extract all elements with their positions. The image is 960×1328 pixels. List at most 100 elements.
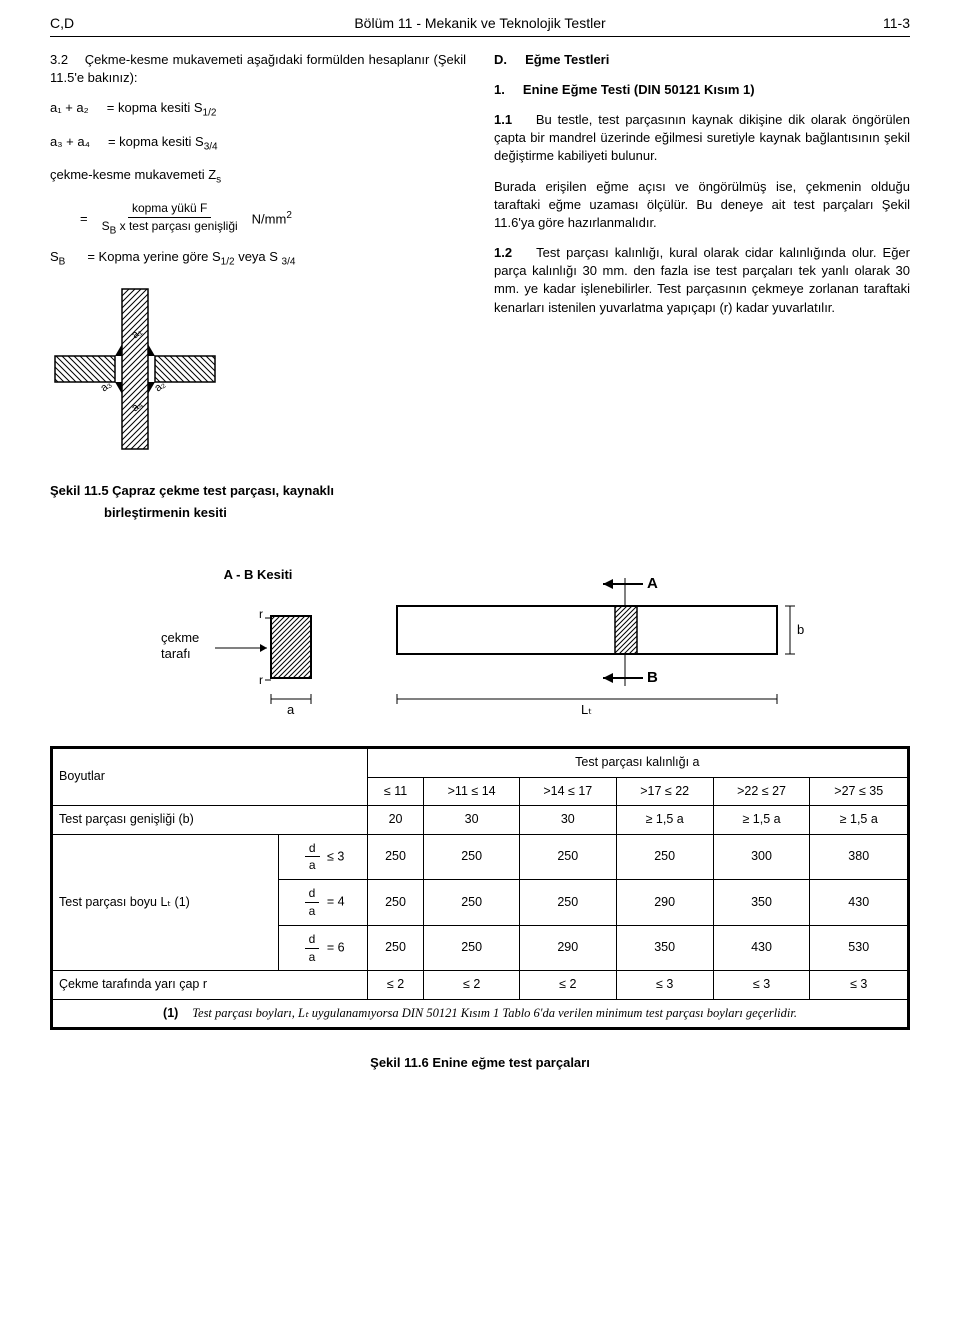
da4-3: 290 [616, 880, 713, 926]
da3-2: 250 [519, 834, 616, 880]
para-3-2-text: Çekme-kesme mukavemeti aşağıdaki formüld… [50, 52, 466, 85]
zs-text: çekme-kesme mukavemeti Z [50, 167, 216, 182]
da4-2: 250 [519, 880, 616, 926]
figure-11-6-area: A - B Kesiti r r çekme tarafı [50, 566, 910, 718]
da6-0: 250 [367, 925, 424, 971]
da6-1: 250 [424, 925, 519, 971]
y0: ≤ 2 [367, 971, 424, 1000]
para-1-2-num: 1.2 [494, 245, 512, 260]
page-header: C,D Bölüm 11 - Mekanik ve Teknolojik Tes… [50, 14, 910, 37]
da4-4: 350 [713, 880, 810, 926]
th-c0: ≤ 11 [367, 777, 424, 806]
frac-num: kopma yükü F [128, 200, 211, 218]
zs-sub: s [216, 175, 221, 186]
table-11-6: Boyutlar Test parçası kalınlığı a ≤ 11 >… [50, 746, 910, 1030]
svg-text:a: a [287, 702, 295, 717]
da3-0: 250 [367, 834, 424, 880]
svg-text:çekme: çekme [161, 630, 199, 645]
th-boyutlar: Boyutlar [52, 748, 368, 806]
th-c5: >27 ≤ 35 [810, 777, 909, 806]
specimen-block: A B b Lₜ [387, 566, 807, 716]
eqn-a1a2: a₁ + a₂ = kopma kesiti S1/2 [50, 99, 466, 121]
row-footnote: (1) Test parçası boyları, Lₜ uygulanamıy… [52, 999, 909, 1029]
footnote-cell: (1) Test parçası boyları, Lₜ uygulanamıy… [52, 999, 909, 1029]
da6-4: 430 [713, 925, 810, 971]
da4-1: 250 [424, 880, 519, 926]
da6-lbl: da = 6 [278, 925, 367, 971]
footnote-num: (1) [163, 1006, 178, 1020]
g2: 30 [519, 806, 616, 835]
svg-text:b: b [797, 622, 804, 637]
sb-definition: SB = Kopma yerine göre S1/2 veya S 3/4 [50, 248, 466, 270]
eqn-a1a2-lhs: a₁ + a₂ [50, 100, 89, 115]
y3: ≤ 3 [616, 971, 713, 1000]
g5: ≥ 1,5 a [810, 806, 909, 835]
th-c1: >11 ≤ 14 [424, 777, 519, 806]
kesiti-label: A - B Kesiti [153, 566, 363, 584]
sb-rhs: = Kopma yerine göre S1/2 veya S 3/4 [87, 248, 295, 270]
section-d-head: D. Eğme Testleri [494, 51, 910, 69]
da6-5: 530 [810, 925, 909, 971]
header-right: 11-3 [850, 14, 910, 34]
header-left: C,D [50, 14, 110, 34]
para-1-2: 1.2 Test parçası kalınlığı, kural olarak… [494, 244, 910, 317]
da4-5: 430 [810, 880, 909, 926]
row-da3: Test parçası boyu Lₜ (1) da ≤ 3 250 250 … [52, 834, 909, 880]
caption-11-5-a: Şekil 11.5 Çapraz çekme test parçası, ka… [50, 482, 910, 500]
g4: ≥ 1,5 a [713, 806, 810, 835]
para-1-1: 1.1 Bu testle, test parçasının kaynak di… [494, 111, 910, 166]
para-1-1c: Burada erişilen eğme açısı ve öngörülmüş… [494, 178, 910, 233]
row-yari: Çekme tarafında yarı çap r ≤ 2 ≤ 2 ≤ 2 ≤… [52, 971, 909, 1000]
eqn-a3a4-lhs: a₃ + a₄ [50, 134, 90, 149]
svg-text:r: r [259, 673, 263, 687]
right-column: D. Eğme Testleri 1. Enine Eğme Testi (DI… [494, 51, 910, 468]
da3-1: 250 [424, 834, 519, 880]
svg-text:Lₜ: Lₜ [581, 702, 592, 716]
footnote-text: Test parçası boyları, Lₜ uygulanamıyorsa… [192, 1006, 797, 1020]
fraction-block: kopma yükü F SB x test parçası genişliği [98, 200, 242, 238]
para-3-2: 3.2 Çekme-kesme mukavemeti aşağıdaki for… [50, 51, 466, 87]
svg-text:A: A [647, 575, 658, 592]
da4-lbl: da = 4 [278, 880, 367, 926]
th-c4: >22 ≤ 27 [713, 777, 810, 806]
y5: ≤ 3 [810, 971, 909, 1000]
da6-2: 290 [519, 925, 616, 971]
frac-eq: = [80, 210, 88, 228]
rh-yari: Çekme tarafında yarı çap r [52, 971, 368, 1000]
da4-0: 250 [367, 880, 424, 926]
table-header-row-1: Boyutlar Test parçası kalınlığı a [52, 748, 909, 778]
header-center: Bölüm 11 - Mekanik ve Teknolojik Testler [110, 14, 850, 34]
para-1-2-text: Test parçası kalınlığı, kural olarak cid… [494, 245, 910, 315]
th-c3: >17 ≤ 22 [616, 777, 713, 806]
para-1-1-num: 1.1 [494, 112, 512, 127]
zs-line: çekme-kesme mukavemeti Zs [50, 166, 466, 188]
caption-11-5-b: birleştirmenin kesiti [104, 504, 910, 522]
frac-unit: N/mm2 [252, 209, 292, 229]
section-1-head: 1. Enine Eğme Testi (DIN 50121 Kısım 1) [494, 81, 910, 99]
y2: ≤ 2 [519, 971, 616, 1000]
y1: ≤ 2 [424, 971, 519, 1000]
eqn-a3a4-rhs: = kopma kesiti S [108, 134, 204, 149]
left-column: 3.2 Çekme-kesme mukavemeti aşağıdaki for… [50, 51, 466, 468]
cross-joint-svg: a₁ a₃ a₂ a₄ [50, 284, 220, 454]
y4: ≤ 3 [713, 971, 810, 1000]
g3: ≥ 1,5 a [616, 806, 713, 835]
g0: 20 [367, 806, 424, 835]
caption-11-6: Şekil 11.6 Enine eğme test parçaları [50, 1054, 910, 1072]
da3-lbl: da ≤ 3 [278, 834, 367, 880]
svg-text:tarafı: tarafı [161, 646, 191, 661]
da3-5: 380 [810, 834, 909, 880]
th-span: Test parçası kalınlığı a [367, 748, 908, 778]
dimension-table: Boyutlar Test parçası kalınlığı a ≤ 11 >… [50, 746, 910, 1030]
da6-3: 350 [616, 925, 713, 971]
para-1-1-text: Bu testle, test parçasının kaynak dikişi… [494, 112, 910, 163]
frac-den: SB x test parçası genişliği [98, 218, 242, 238]
g1: 30 [424, 806, 519, 835]
two-column-area: 3.2 Çekme-kesme mukavemeti aşağıdaki for… [50, 51, 910, 468]
th-c2: >14 ≤ 17 [519, 777, 616, 806]
eqn-a1a2-rhs: = kopma kesiti S [107, 100, 203, 115]
ab-kesiti-svg: r r çekme tarafı a [153, 588, 363, 718]
rh-boyu: Test parçası boyu Lₜ (1) [52, 834, 279, 971]
eqn-a3a4: a₃ + a₄ = kopma kesiti S3/4 [50, 133, 466, 155]
eqn-a1a2-sub: 1/2 [203, 108, 217, 119]
